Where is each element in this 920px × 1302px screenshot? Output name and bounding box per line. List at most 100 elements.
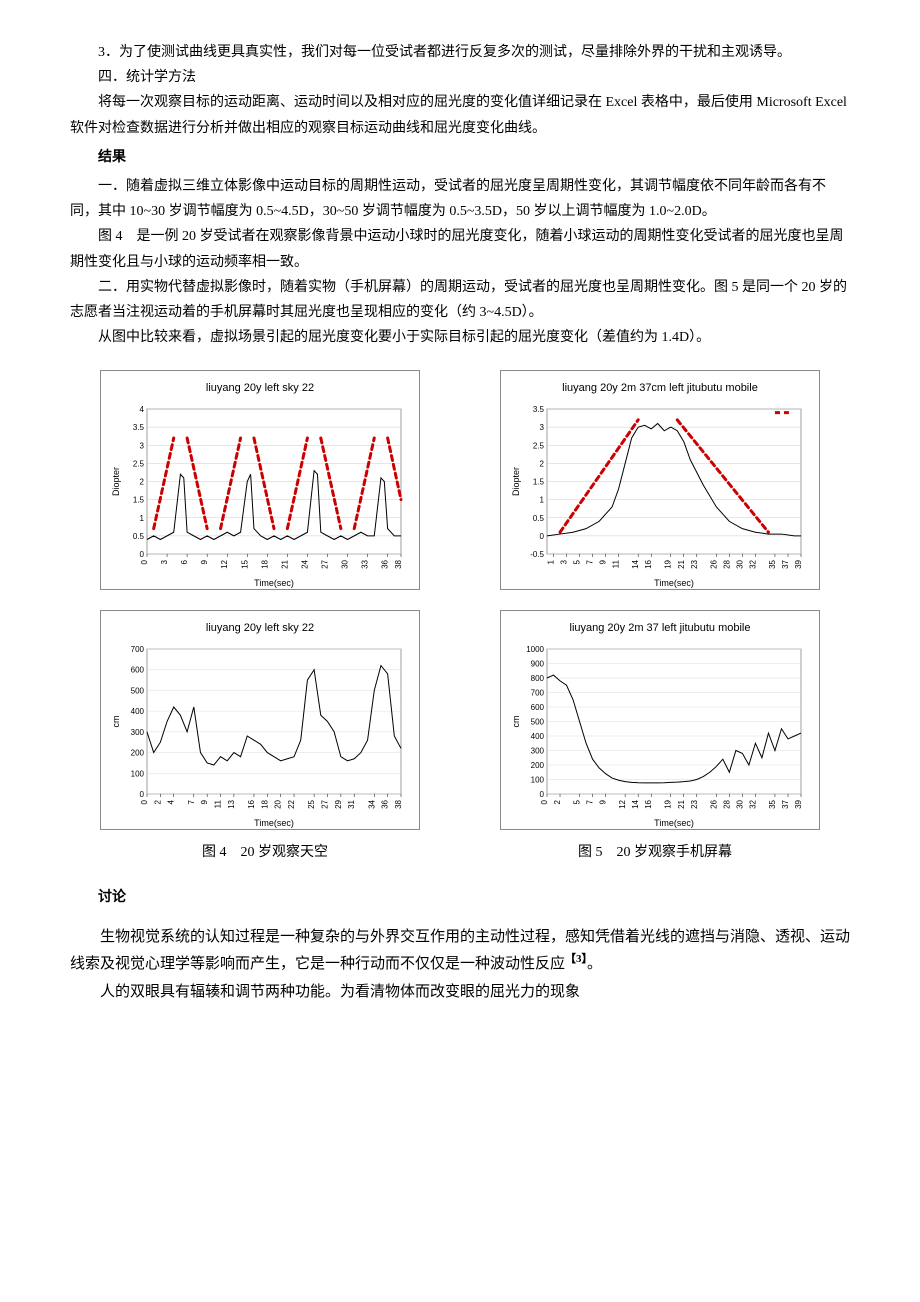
svg-text:36: 36: [381, 560, 390, 569]
svg-text:18: 18: [260, 560, 269, 569]
svg-text:Time(sec): Time(sec): [254, 818, 294, 828]
svg-text:15: 15: [240, 560, 249, 569]
svg-text:400: 400: [131, 707, 145, 716]
svg-text:1.5: 1.5: [533, 478, 545, 487]
svg-text:9: 9: [200, 800, 209, 805]
svg-text:9: 9: [200, 560, 209, 565]
svg-text:26: 26: [709, 800, 718, 809]
svg-text:3.5: 3.5: [133, 423, 145, 432]
svg-text:35: 35: [768, 800, 777, 809]
discussion-p1-text: 生物视觉系统的认知过程是一种复杂的与外界交互作用的主动性过程，感知凭借着光线的遮…: [70, 929, 850, 973]
paragraph-result-3: 二．用实物代替虚拟影像时，随着实物（手机屏幕）的周期运动，受试者的屈光度也呈周期…: [70, 275, 850, 325]
chart4-title: liuyang 20y 2m 37 left jitubutu mobile: [509, 619, 811, 639]
svg-text:0: 0: [140, 560, 149, 565]
svg-text:500: 500: [531, 718, 545, 727]
svg-text:0: 0: [540, 532, 545, 541]
svg-text:7: 7: [187, 800, 196, 805]
svg-text:600: 600: [531, 703, 545, 712]
svg-text:21: 21: [677, 800, 686, 809]
svg-text:29: 29: [334, 800, 343, 809]
svg-text:25: 25: [307, 800, 316, 809]
svg-text:37: 37: [781, 560, 790, 569]
svg-text:Diopter: Diopter: [111, 467, 121, 496]
svg-text:cm: cm: [511, 716, 521, 728]
svg-text:3: 3: [160, 560, 169, 565]
svg-text:33: 33: [361, 560, 370, 569]
svg-text:1.5: 1.5: [133, 496, 145, 505]
svg-text:3: 3: [540, 423, 545, 432]
svg-text:400: 400: [531, 732, 545, 741]
svg-text:9: 9: [599, 800, 608, 805]
svg-text:0: 0: [140, 800, 149, 805]
svg-text:4: 4: [140, 405, 145, 414]
svg-text:38: 38: [394, 800, 403, 809]
svg-text:0.5: 0.5: [533, 514, 545, 523]
svg-text:6: 6: [180, 560, 189, 565]
svg-text:21: 21: [280, 560, 289, 569]
svg-text:27: 27: [320, 800, 329, 809]
svg-text:23: 23: [690, 560, 699, 569]
svg-text:300: 300: [531, 747, 545, 756]
figure-row-bottom: liuyang 20y left sky 22 0100200300400500…: [70, 610, 850, 830]
svg-text:300: 300: [131, 728, 145, 737]
svg-text:2: 2: [140, 478, 145, 487]
svg-text:18: 18: [260, 800, 269, 809]
svg-text:27: 27: [320, 560, 329, 569]
svg-text:2: 2: [540, 459, 545, 468]
svg-text:13: 13: [227, 800, 236, 809]
svg-text:2.5: 2.5: [133, 459, 145, 468]
svg-text:cm: cm: [111, 716, 121, 728]
svg-text:11: 11: [214, 800, 223, 809]
svg-text:14: 14: [631, 560, 640, 569]
chart-cm-sky: liuyang 20y left sky 22 0100200300400500…: [100, 610, 420, 830]
svg-text:Time(sec): Time(sec): [654, 578, 694, 588]
svg-text:0: 0: [140, 550, 145, 559]
svg-text:5: 5: [573, 560, 582, 565]
svg-text:900: 900: [531, 660, 545, 669]
chart1-title: liuyang 20y left sky 22: [109, 379, 411, 399]
svg-text:800: 800: [531, 674, 545, 683]
svg-text:Time(sec): Time(sec): [654, 818, 694, 828]
svg-text:1: 1: [140, 514, 145, 523]
svg-text:32: 32: [748, 560, 757, 569]
svg-text:38: 38: [394, 560, 403, 569]
svg-text:1: 1: [540, 496, 545, 505]
heading-results: 结果: [70, 145, 850, 170]
ref-3: 【3】: [565, 953, 587, 965]
svg-text:35: 35: [768, 560, 777, 569]
svg-text:3.5: 3.5: [533, 405, 545, 414]
svg-text:100: 100: [531, 776, 545, 785]
svg-text:19: 19: [664, 800, 673, 809]
paragraph-3: 3．为了使测试曲线更具真实性，我们对每一位受试者都进行反复多次的测试，尽量排除外…: [70, 40, 850, 65]
svg-text:36: 36: [381, 800, 390, 809]
discussion-p2: 人的双眼具有辐辏和调节两种功能。为看清物体而改变眼的屈光力的现象: [70, 980, 850, 1006]
svg-text:0.5: 0.5: [133, 532, 145, 541]
svg-text:4: 4: [167, 800, 176, 805]
chart-diopter-sky: liuyang 20y left sky 22 0 0.5 1 1.5 2 2.5 3 3.5…: [100, 370, 420, 590]
heading-methods: 四．统计学方法: [70, 65, 850, 90]
svg-text:1: 1: [547, 560, 556, 565]
svg-text:16: 16: [644, 800, 653, 809]
svg-text:5: 5: [573, 800, 582, 805]
discussion-p1: 生物视觉系统的认知过程是一种复杂的与外界交互作用的主动性过程，感知凭借着光线的遮…: [70, 925, 850, 978]
svg-text:39: 39: [794, 560, 803, 569]
svg-text:Time(sec): Time(sec): [254, 578, 294, 588]
svg-text:30: 30: [735, 560, 744, 569]
fig5-caption: 图 5 20 岁观察手机屏幕: [460, 840, 850, 865]
svg-text:100: 100: [131, 769, 145, 778]
svg-text:2: 2: [553, 800, 562, 805]
svg-text:30: 30: [735, 800, 744, 809]
chart2-title: liuyang 20y 2m 37cm left jitubutu mobile: [509, 379, 811, 399]
svg-text:-0.5: -0.5: [530, 550, 544, 559]
svg-text:20: 20: [274, 800, 283, 809]
svg-text:0: 0: [540, 790, 545, 799]
svg-text:600: 600: [131, 666, 145, 675]
svg-text:21: 21: [677, 560, 686, 569]
caption-row: 图 4 20 岁观察天空 图 5 20 岁观察手机屏幕: [70, 840, 850, 865]
svg-text:26: 26: [709, 560, 718, 569]
svg-text:32: 32: [748, 800, 757, 809]
chart-cm-mobile: liuyang 20y 2m 37 left jitubutu mobile 0…: [500, 610, 820, 830]
paragraph-result-1: 一．随着虚拟三维立体影像中运动目标的周期性运动，受试者的屈光度呈周期性变化，其调…: [70, 174, 850, 224]
chart3-title: liuyang 20y left sky 22: [109, 619, 411, 639]
chart-diopter-mobile: liuyang 20y 2m 37cm left jitubutu mobile…: [500, 370, 820, 590]
